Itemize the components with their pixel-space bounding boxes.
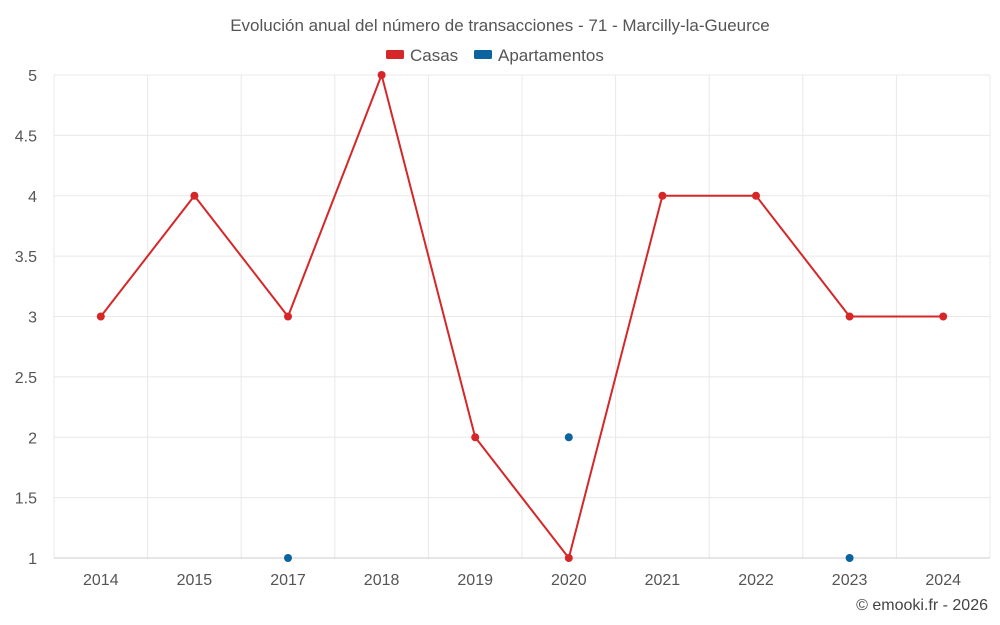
- legend-label-casas[interactable]: Casas: [410, 46, 458, 65]
- x-tick-label: 2022: [738, 572, 774, 589]
- y-tick-label: 4.5: [15, 128, 37, 145]
- credit-text: © emooki.fr - 2026: [856, 597, 988, 614]
- x-axis-ticks: 2014 2015 2017 2018 2019 2020 2021 2022 2023 2024: [83, 572, 961, 589]
- data-point-apartamentos[interactable]: [845, 554, 854, 562]
- x-tick-label: 2023: [832, 572, 868, 589]
- legend-swatch-apartamentos: [474, 50, 492, 59]
- data-point-casas[interactable]: [284, 312, 292, 321]
- y-tick-label: 2: [28, 430, 37, 447]
- x-tick-label: 2024: [925, 572, 961, 589]
- x-tick-label: 2014: [83, 572, 119, 589]
- data-point-apartamentos[interactable]: [564, 433, 573, 442]
- y-tick-label: 3: [28, 310, 37, 327]
- x-tick-label: 2017: [270, 572, 306, 589]
- x-tick-label: 2021: [645, 572, 681, 589]
- x-tick-label: 2015: [177, 572, 213, 589]
- data-point-casas[interactable]: [658, 191, 667, 200]
- data-point-casas[interactable]: [377, 71, 386, 79]
- data-point-casas[interactable]: [752, 191, 760, 200]
- legend: Casas Apartamentos: [386, 46, 604, 65]
- legend-swatch-casas: [386, 50, 404, 59]
- data-point-casas[interactable]: [190, 191, 199, 200]
- x-tick-label: 2020: [551, 572, 587, 589]
- series-layer: [96, 71, 948, 562]
- y-axis-ticks: 1 1.5 2 2.5 3 3.5 4 4.5 5: [15, 68, 37, 568]
- x-tick-label: 2018: [364, 572, 400, 589]
- y-tick-label: 2.5: [15, 370, 37, 387]
- x-tick-label: 2019: [457, 572, 493, 589]
- y-tick-label: 5: [28, 68, 37, 85]
- y-tick-label: 4: [28, 189, 37, 206]
- series-line-casas: [100, 74, 944, 559]
- y-tick-label: 1.5: [15, 491, 37, 508]
- legend-label-apartamentos[interactable]: Apartamentos: [498, 46, 604, 65]
- y-tick-label: 3.5: [15, 249, 37, 266]
- data-point-casas[interactable]: [96, 312, 105, 321]
- chart-title: Evolución anual del número de transaccio…: [230, 16, 770, 35]
- data-point-casas[interactable]: [939, 312, 948, 321]
- data-point-casas[interactable]: [564, 554, 573, 562]
- data-point-casas[interactable]: [845, 312, 854, 321]
- data-point-apartamentos[interactable]: [284, 554, 292, 562]
- data-point-casas[interactable]: [471, 433, 480, 442]
- grid: [53, 74, 991, 559]
- y-tick-label: 1: [28, 551, 37, 568]
